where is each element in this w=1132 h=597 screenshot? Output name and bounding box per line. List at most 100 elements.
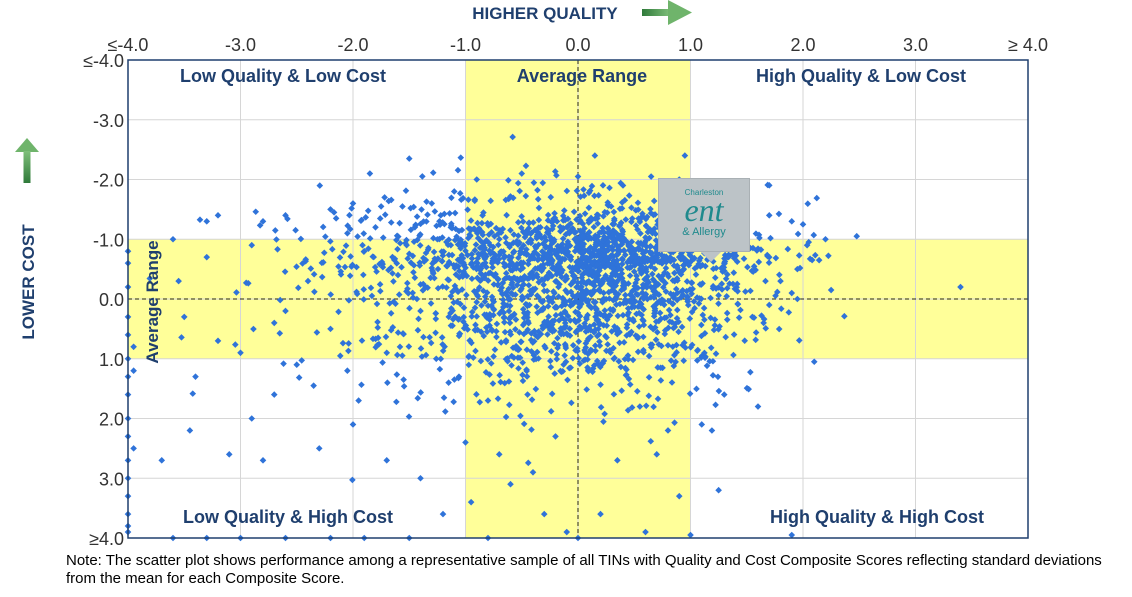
data-point: [642, 237, 650, 245]
data-point: [645, 352, 653, 360]
data-point: [555, 262, 563, 270]
data-point: [631, 262, 639, 269]
data-point: [747, 368, 754, 376]
data-point: [466, 337, 474, 344]
data-point: [392, 300, 399, 308]
data-point: [777, 305, 785, 313]
data-point: [332, 215, 340, 222]
data-point: [346, 272, 354, 280]
data-point: [595, 192, 602, 199]
data-point: [589, 365, 597, 372]
data-point: [448, 251, 456, 259]
data-point: [410, 262, 418, 269]
data-point: [484, 356, 492, 363]
data-point: [485, 222, 492, 229]
data-point: [647, 209, 655, 217]
data-point: [712, 350, 720, 357]
data-point: [510, 249, 517, 256]
data-point: [682, 344, 689, 351]
data-point: [671, 277, 679, 285]
data-point: [437, 212, 445, 219]
data-point: [447, 292, 455, 300]
data-point: [673, 296, 681, 304]
data-point: [610, 208, 618, 216]
data-point: [530, 351, 538, 359]
data-point: [638, 270, 645, 277]
data-point: [445, 251, 453, 259]
data-point: [440, 248, 448, 255]
data-point: [586, 187, 594, 194]
data-point: [462, 264, 469, 272]
data-point: [628, 218, 635, 226]
data-point: [513, 281, 521, 289]
data-point: [372, 335, 379, 343]
data-point: [492, 224, 500, 232]
data-point: [576, 323, 584, 330]
data-point: [559, 314, 566, 322]
data-point: [428, 200, 436, 207]
data-point: [389, 253, 396, 261]
data-point: [416, 231, 424, 238]
data-point: [690, 298, 698, 305]
data-point: [381, 194, 388, 201]
data-point: [643, 280, 651, 287]
data-point: [639, 304, 646, 312]
data-point: [715, 325, 722, 333]
data-point: [544, 228, 552, 235]
logo-line-3: & Allergy: [682, 226, 726, 238]
data-point: [335, 263, 342, 270]
y-tick-label: ≤-4.0: [83, 51, 124, 71]
data-point: [532, 385, 540, 393]
data-point: [752, 329, 760, 336]
data-point: [554, 242, 561, 250]
data-point: [389, 270, 396, 277]
data-point: [634, 206, 642, 213]
data-point: [429, 169, 437, 177]
data-point: [752, 230, 760, 237]
data-point: [387, 326, 395, 334]
data-point: [519, 305, 527, 313]
data-point: [520, 314, 528, 322]
data-point: [506, 315, 513, 323]
data-point: [628, 253, 636, 261]
data-point: [395, 291, 403, 298]
data-point: [393, 260, 401, 267]
data-point: [699, 311, 707, 319]
data-point: [365, 245, 372, 252]
data-point: [402, 187, 410, 195]
data-point: [533, 348, 541, 356]
data-point: [597, 361, 605, 368]
data-point: [587, 333, 594, 341]
data-point: [486, 242, 494, 249]
data-point: [376, 260, 383, 268]
data-point: [652, 318, 660, 325]
data-point: [374, 318, 381, 326]
x-tick-label: -2.0: [337, 35, 368, 55]
data-point: [617, 363, 625, 371]
data-point: [346, 225, 354, 233]
data-point: [603, 209, 611, 216]
data-point: [584, 337, 591, 344]
data-point: [454, 241, 462, 248]
data-point: [679, 254, 687, 261]
y-tick-label: 3.0: [99, 469, 124, 489]
data-point: [548, 348, 555, 355]
data-point: [455, 373, 463, 380]
data-point: [647, 323, 654, 331]
data-point: [610, 344, 617, 352]
data-point: [615, 276, 622, 284]
data-point: [572, 263, 579, 271]
data-point: [552, 433, 559, 440]
data-point: [337, 271, 345, 278]
data-point: [677, 256, 685, 263]
data-point: [318, 259, 326, 267]
data-point: [588, 290, 596, 298]
data-point: [584, 350, 592, 358]
data-point: [481, 259, 489, 267]
data-point: [740, 255, 748, 263]
data-point: [652, 336, 660, 344]
data-point: [654, 364, 662, 371]
data-point: [464, 251, 471, 259]
data-point: [404, 285, 411, 293]
